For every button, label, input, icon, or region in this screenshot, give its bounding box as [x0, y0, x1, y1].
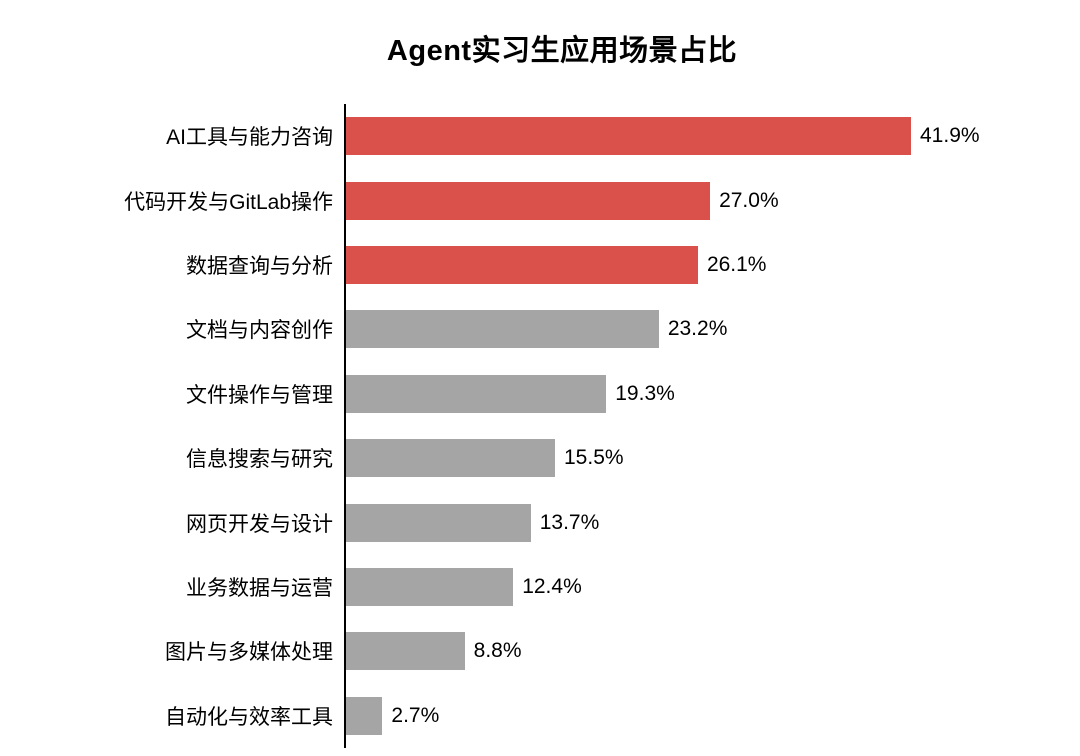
chart-title: Agent实习生应用场景占比 — [386, 35, 738, 67]
value-label: 23.2% — [667, 317, 728, 341]
category-label: 代码开发与GitLab操作 — [124, 190, 333, 214]
category-label: 文件操作与管理 — [186, 383, 333, 407]
chart-row: 自动化与效率工具 2.7% — [0, 684, 1080, 748]
bar — [346, 117, 911, 156]
value-label: 12.4% — [522, 574, 582, 598]
chart-row: 数据查询与分析 26.1% — [0, 233, 1080, 297]
bar — [346, 567, 514, 606]
chart-row: 信息搜索与研究 15.5% — [0, 426, 1080, 490]
value-label: 13.7% — [539, 510, 600, 534]
bar — [346, 696, 383, 735]
value-label: 19.3% — [615, 381, 675, 405]
category-label: 网页开发与设计 — [186, 512, 333, 536]
category-label: AI工具与能力咨询 — [166, 126, 333, 150]
chart-row: 网页开发与设计 13.7% — [0, 490, 1080, 554]
category-label: 文档与内容创作 — [186, 319, 333, 343]
bar — [346, 310, 659, 349]
bar — [346, 503, 531, 542]
chart-row: 代码开发与GitLab操作 27.0% — [0, 168, 1080, 232]
chart-row: AI工具与能力咨询 41.9% — [0, 104, 1080, 168]
category-label: 业务数据与运营 — [186, 576, 333, 600]
value-label: 27.0% — [719, 188, 779, 212]
chart-row: 文件操作与管理 19.3% — [0, 362, 1080, 426]
category-label: 自动化与效率工具 — [165, 705, 333, 729]
category-label: 数据查询与分析 — [186, 254, 333, 278]
bar — [346, 245, 698, 284]
chart-row: 业务数据与运营 12.4% — [0, 555, 1080, 619]
category-label: 图片与多媒体处理 — [165, 641, 333, 665]
value-label: 26.1% — [706, 252, 767, 276]
plot-area: AI工具与能力咨询 41.9% 代码开发与GitLab操作 27.0% 数据查询与分析 2… — [0, 104, 1080, 748]
bar — [346, 181, 711, 220]
y-axis-line — [344, 104, 346, 748]
bar-rows: AI工具与能力咨询 41.9% 代码开发与GitLab操作 27.0% 数据查询与分析 2… — [0, 104, 1080, 748]
value-label: 8.8% — [473, 639, 522, 663]
value-label: 2.7% — [391, 703, 440, 727]
chart-row: 图片与多媒体处理 8.8% — [0, 619, 1080, 683]
bar — [346, 374, 607, 413]
category-label: 信息搜索与研究 — [186, 448, 333, 472]
value-label: 15.5% — [564, 446, 624, 470]
bar — [346, 632, 465, 671]
chart-row: 文档与内容创作 23.2% — [0, 297, 1080, 361]
value-label: 41.9% — [920, 124, 980, 148]
bar — [346, 439, 555, 478]
